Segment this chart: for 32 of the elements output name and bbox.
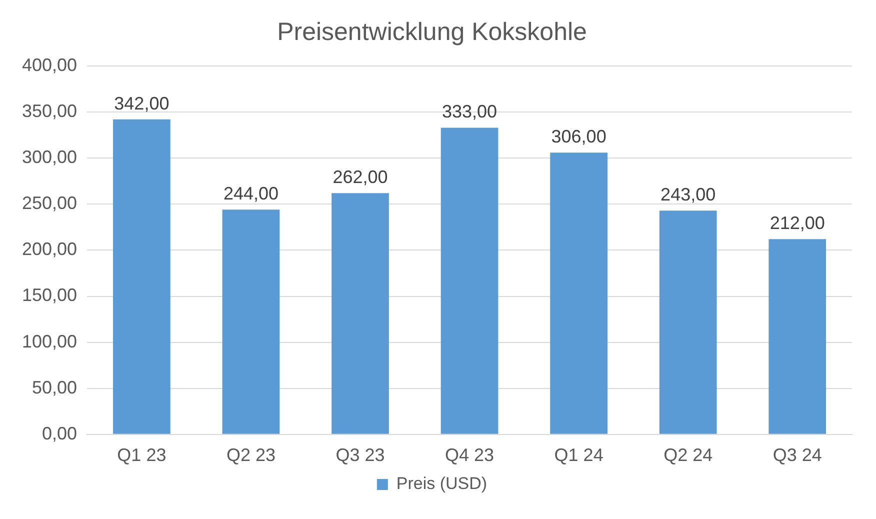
bar	[113, 119, 170, 434]
y-tick-label: 400,00	[22, 54, 78, 75]
x-tick-label: Q4 23	[445, 445, 494, 466]
bar	[440, 128, 498, 434]
bar	[659, 210, 717, 434]
x-tick-label: Q1 24	[554, 445, 604, 466]
data-label: 306,00	[551, 126, 606, 147]
bar	[550, 152, 608, 434]
data-label: 243,00	[660, 184, 716, 205]
data-label: 262,00	[332, 167, 388, 188]
chart-title: Preisentwicklung Kokskohle	[277, 18, 587, 46]
x-tick-label: Q3 23	[336, 445, 385, 466]
y-tick-label: 150,00	[22, 285, 78, 306]
data-label: 212,00	[770, 213, 825, 234]
x-tick-label: Q2 24	[664, 445, 713, 466]
data-label: 342,00	[114, 93, 170, 114]
y-tick-label: 0,00	[42, 423, 78, 444]
x-tick-label: Q2 23	[226, 445, 276, 466]
y-tick-label: 100,00	[22, 331, 78, 352]
y-tick-label: 300,00	[22, 147, 78, 168]
y-tick-label: 350,00	[22, 101, 78, 122]
y-tick-label: 250,00	[22, 193, 78, 214]
legend-label: Preis (USD)	[396, 474, 488, 494]
data-label: 333,00	[442, 102, 498, 122]
bar	[332, 193, 389, 434]
bar	[768, 239, 826, 434]
x-tick-label: Q3 24	[772, 445, 822, 466]
y-tick-label: 50,00	[32, 377, 78, 398]
y-tick-label: 200,00	[22, 239, 78, 260]
bar	[222, 210, 280, 434]
data-label: 244,00	[223, 184, 279, 204]
x-tick-label: Q1 23	[117, 445, 166, 466]
